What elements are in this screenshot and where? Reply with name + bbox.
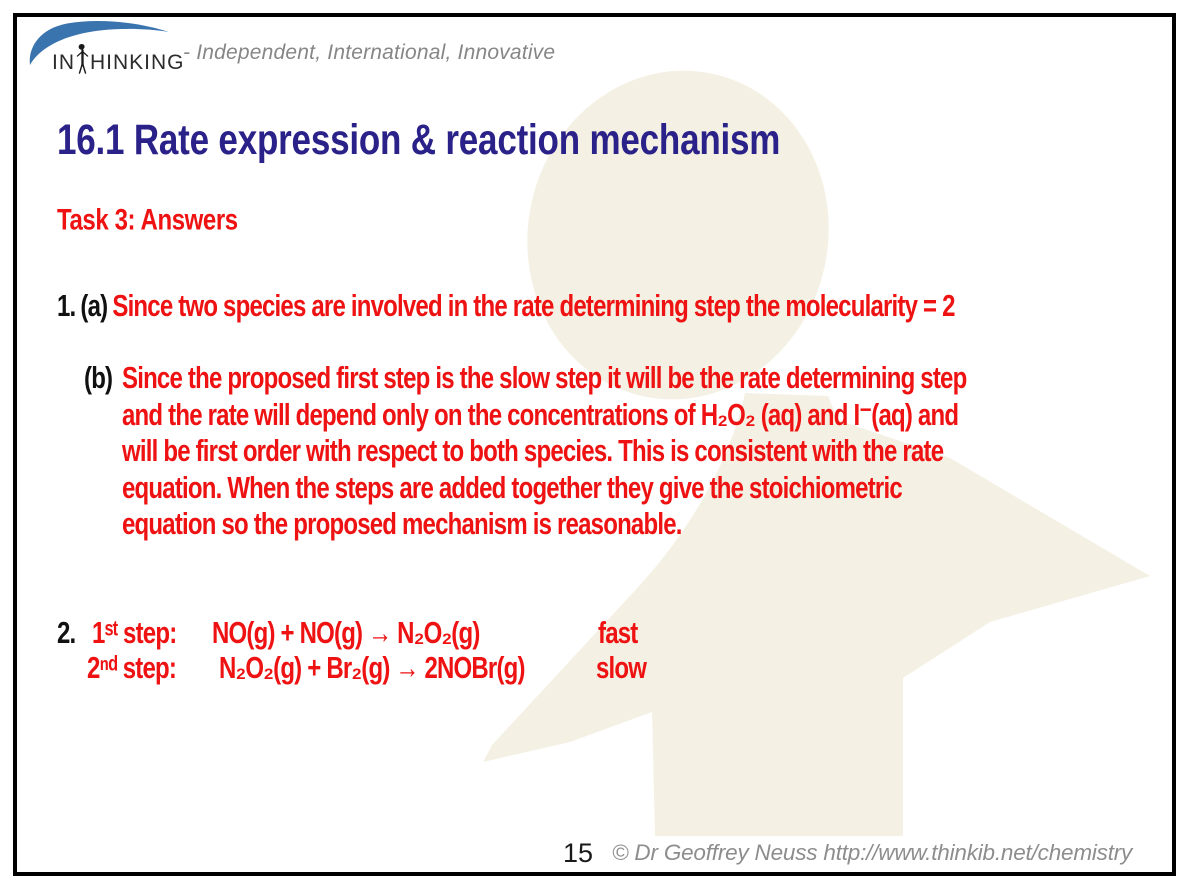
person-icon [76, 43, 89, 74]
brand-text-prefix: IN [52, 51, 75, 74]
answer-1a-text: Since two species are involved in the ra… [112, 289, 955, 324]
copyright-text: © Dr Geoffrey Neuss http://www.thinkib.n… [612, 840, 1133, 865]
slide-border [13, 13, 1176, 876]
step1-label: 1ˢᵗ step: [92, 616, 177, 651]
logo-tagline: - Independent, International, Innovative [183, 41, 556, 64]
answer-1b-text: Since the proposed first step is the slo… [122, 361, 967, 544]
step1-rate: fast [598, 616, 638, 651]
page-number: 15 [563, 838, 594, 868]
answer-1b-line: equation so the proposed mechanism is re… [122, 507, 682, 542]
answer-1b-line: Since the proposed first step is the slo… [122, 361, 967, 396]
answer-2-step2-row: 2ⁿᵈ step: N₂O₂(g) + Br₂(g) → 2NOBr(g) sl… [0, 651, 1190, 692]
part-a-label: (a) [80, 289, 108, 324]
step2-rate: slow [596, 651, 647, 686]
step2-label: 2ⁿᵈ step: [87, 651, 177, 686]
part-b-label: (b) [84, 361, 113, 396]
page-title: 16.1 Rate expression & reaction mechanis… [57, 116, 781, 164]
answer-1b-line: and the rate will depend only on the con… [122, 397, 959, 433]
question-number: 2. [57, 616, 76, 651]
step2-equation: N₂O₂(g) + Br₂(g) → 2NOBr(g) [219, 651, 526, 686]
answer-1b-line: will be first order with respect to both… [122, 434, 944, 469]
answer-1b-block: (b) Since the proposed first step is the… [0, 361, 1190, 617]
inthinking-swoosh-icon [29, 20, 170, 66]
answer-1a-row: 1. (a) Since two species are involved in t… [57, 289, 955, 325]
answer-1b-line: equation. When the steps are added toget… [122, 470, 903, 506]
question-number: 1. [57, 289, 76, 324]
brand-text-suffix: HINKING [90, 51, 185, 74]
inthinking-logo: IN HINKING [52, 43, 185, 74]
task-heading: Task 3: Answers [57, 203, 238, 237]
step1-equation: NO(g) + NO(g) → N₂O₂(g) [212, 616, 480, 651]
